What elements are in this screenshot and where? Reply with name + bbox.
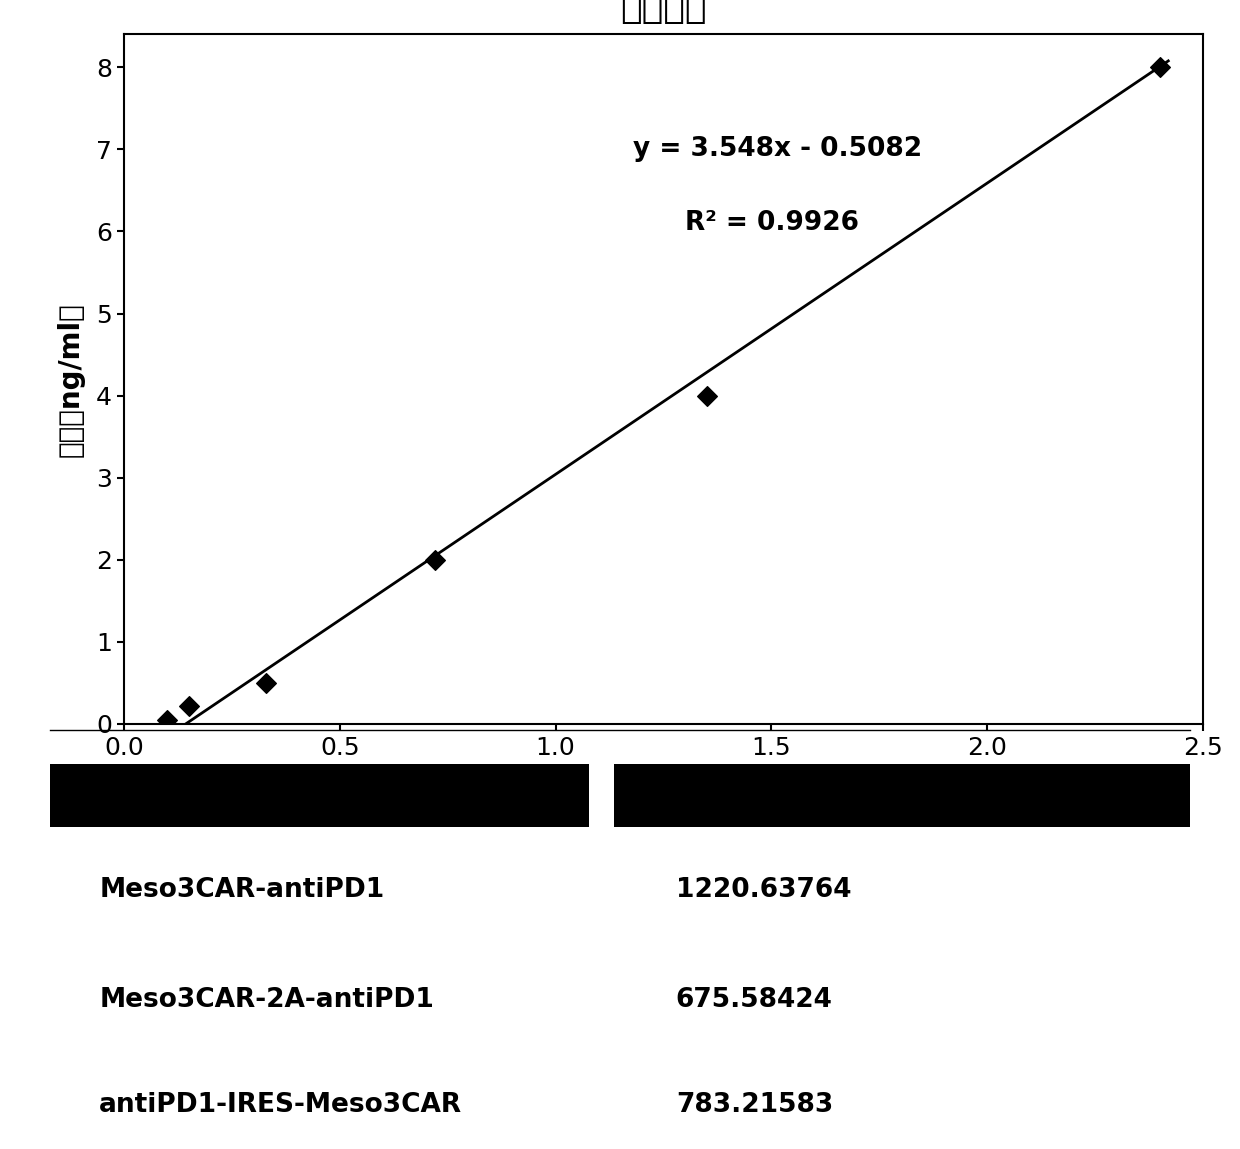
Text: Meso3CAR-2A-antiPD1: Meso3CAR-2A-antiPD1 [99,987,434,1012]
Text: 783.21583: 783.21583 [676,1093,833,1118]
Text: 1220.63764: 1220.63764 [676,878,852,903]
Y-axis label: 浓度（ng/ml）: 浓度（ng/ml） [57,302,86,456]
Point [425,550,445,569]
X-axis label: OD値: OD値 [632,771,694,799]
Point [697,386,717,404]
Text: 675.58424: 675.58424 [676,987,833,1012]
Point [1149,59,1169,77]
Point [157,710,177,728]
Text: antiPD1-IRES-Meso3CAR: antiPD1-IRES-Meso3CAR [99,1093,463,1118]
Text: R² = 0.9926: R² = 0.9926 [684,210,859,237]
Title: 标准曲线: 标准曲线 [620,0,707,25]
Point [179,696,198,715]
Point [257,673,277,692]
Text: Meso3CAR-antiPD1: Meso3CAR-antiPD1 [99,878,384,903]
Text: y = 3.548x - 0.5082: y = 3.548x - 0.5082 [634,137,923,162]
